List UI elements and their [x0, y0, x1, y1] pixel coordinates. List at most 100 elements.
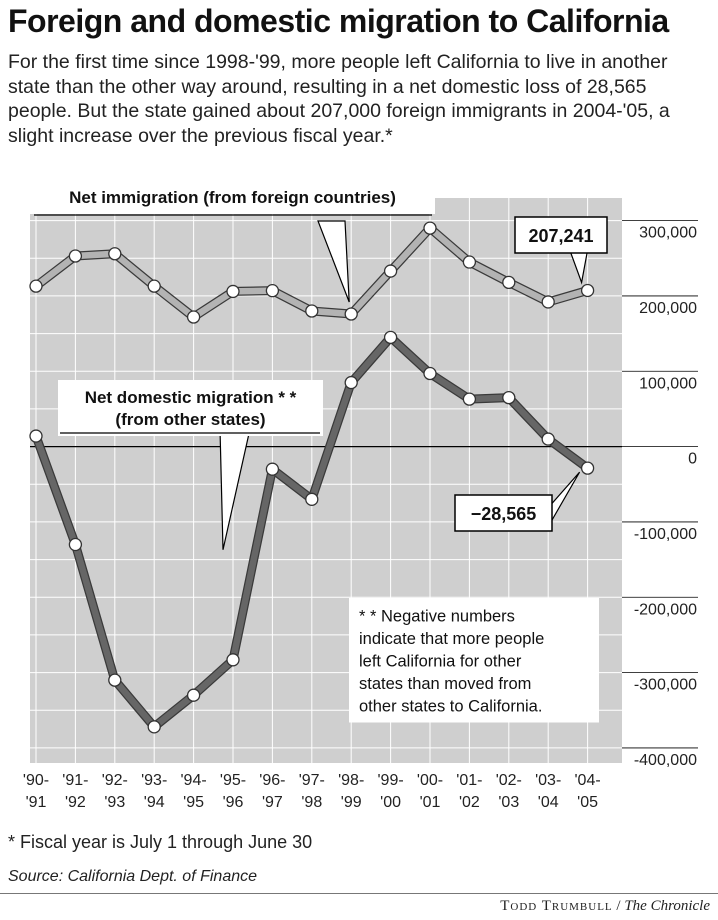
foreign-point: [462, 255, 477, 269]
foreign-point: [580, 283, 595, 298]
x-tick-label: '91- '92: [62, 772, 88, 811]
x-tick-label: '01- '02: [456, 772, 482, 811]
domestic-point: [265, 462, 280, 476]
x-tick-label-line: '03-: [535, 772, 561, 789]
y-tick-label: 0: [688, 451, 697, 468]
x-tick-label-line: '94: [144, 794, 165, 811]
foreign-series-label: Net immigration (from foreign countries): [30, 180, 435, 216]
domestic-point: [580, 461, 595, 475]
x-tick-label-line: '99: [341, 794, 362, 811]
domestic-point: [108, 673, 122, 687]
y-axis-ticks: 300,000 200,000 100,000 0 -100,000 -200,000 -3…: [622, 220, 698, 769]
series: [29, 221, 595, 734]
foreign-label-pointer: [317, 220, 350, 303]
x-tick-label-line: '00: [380, 794, 401, 811]
domestic-point: [68, 537, 83, 552]
y-tick-label: -200,000: [634, 601, 697, 618]
foreign-series-label-line: Net immigration (from foreign countries): [69, 188, 396, 207]
x-tick-label-line: '93-: [141, 772, 167, 789]
line-chart: 300,000 200,000 100,000 0 -100,000 -200,000 -3…: [23, 180, 698, 811]
foreign-point: [383, 264, 398, 278]
domestic-series-label-box: [58, 380, 323, 436]
foreign-point: [186, 310, 201, 324]
negative-note-box: [349, 598, 599, 723]
y-tick-label: -400,000: [634, 752, 697, 769]
domestic-point: [305, 492, 319, 506]
x-tick-label-line: '01-: [456, 772, 482, 789]
x-tick-label-line: '04-: [575, 772, 601, 789]
footnote: * Fiscal year is July 1 through June 30: [8, 832, 313, 852]
domestic-point: [383, 330, 398, 345]
negative-note: * * Negative numbers indicate that more p…: [349, 598, 599, 723]
x-tick-label-line: '97-: [299, 772, 325, 789]
domestic-point: [502, 390, 516, 405]
y-tick-label: 100,000: [639, 375, 697, 392]
x-tick-label-line: '96-: [259, 772, 285, 789]
y-tick-label: -100,000: [634, 526, 697, 543]
labels: Net immigration (from foreign countries)…: [30, 180, 608, 723]
x-axis-ticks: '90- '91 '91-'92 '92- '93 '93- '94 '94-'95 '95- '…: [23, 772, 601, 811]
x-tick-label-line: '95: [183, 794, 204, 811]
domestic-series-label: Net domestic migration * * (from other st…: [58, 380, 323, 436]
y-tick-label: 200,000: [639, 300, 697, 317]
x-tick-label: '98- '99: [338, 772, 364, 811]
x-tick-label-line: '93: [104, 794, 125, 811]
x-tick-label: '96- '97: [259, 772, 285, 811]
domestic-point: [462, 392, 477, 406]
x-tick-label-line: '92-: [102, 772, 128, 789]
x-tick-label: '92- '93: [102, 772, 128, 811]
x-tick-label-line: '97: [262, 794, 283, 811]
domestic-point: [226, 653, 240, 667]
value-callout-foreign-box: [514, 216, 608, 254]
x-tick-label-line: '99-: [378, 772, 404, 789]
x-tick-label-line: '04: [538, 794, 559, 811]
foreign-point: [147, 279, 161, 293]
x-tick-label: '04- '05: [575, 772, 601, 811]
x-tick-label: '94- '95: [181, 772, 207, 811]
x-tick-label: '99- '00: [378, 772, 404, 811]
domestic-point: [147, 720, 161, 734]
x-tick-label-line: '03: [498, 794, 519, 811]
chart-title: Foreign and domestic migration to Califo…: [8, 3, 669, 39]
foreign-point: [68, 249, 83, 263]
negative-note-line: other states to California.: [359, 698, 542, 716]
x-tick-label: '03- '04: [535, 772, 561, 811]
foreign-series-label-box: [30, 180, 435, 214]
domestic-point: [186, 688, 201, 702]
foreign-point: [423, 221, 437, 235]
y-tick-label: 300,000: [639, 225, 697, 242]
foreign-point: [226, 284, 240, 299]
source-note: Source: California Dept. of Finance: [8, 868, 258, 885]
credit-separator: /: [612, 898, 625, 914]
x-tick-label: '90- '91: [23, 772, 49, 811]
x-tick-label-line: '98-: [338, 772, 364, 789]
negative-note-line: indicate that more people: [359, 630, 544, 648]
x-tick-label-line: '96: [223, 794, 244, 811]
foreign-point: [344, 307, 358, 321]
credit-author: Todd Trumbull: [500, 898, 613, 914]
credit-publication: The Chronicle: [624, 898, 710, 914]
negative-note-line: left California for other: [359, 653, 522, 671]
x-tick-label-line: '95-: [220, 772, 246, 789]
x-tick-label-line: '05: [577, 794, 598, 811]
negative-note-line: states than moved from: [359, 675, 531, 693]
x-tick-label-line: '91: [26, 794, 47, 811]
x-tick-label-line: '00-: [417, 772, 443, 789]
value-callout-foreign-line: 207,241: [528, 226, 593, 246]
x-tick-label-line: '90-: [23, 772, 49, 789]
domestic-point: [541, 432, 555, 446]
credit-line: Todd Trumbull / The Chronicle: [500, 898, 710, 915]
domestic-point: [423, 366, 437, 381]
foreign-point: [541, 295, 555, 309]
domestic-point: [344, 375, 358, 390]
divider: [0, 893, 718, 894]
x-tick-label-line: '02-: [496, 772, 522, 789]
x-tick-label-line: '01: [420, 794, 441, 811]
x-tick-label-line: '98: [301, 794, 322, 811]
domestic-series-label-line: (from other states): [115, 410, 265, 429]
x-tick-label: '93- '94: [141, 772, 167, 811]
x-tick-label-line: '02: [459, 794, 480, 811]
value-callout-foreign: 207,241: [514, 216, 608, 254]
foreign-point: [305, 304, 319, 318]
x-tick-label: '97- '98: [299, 772, 325, 811]
